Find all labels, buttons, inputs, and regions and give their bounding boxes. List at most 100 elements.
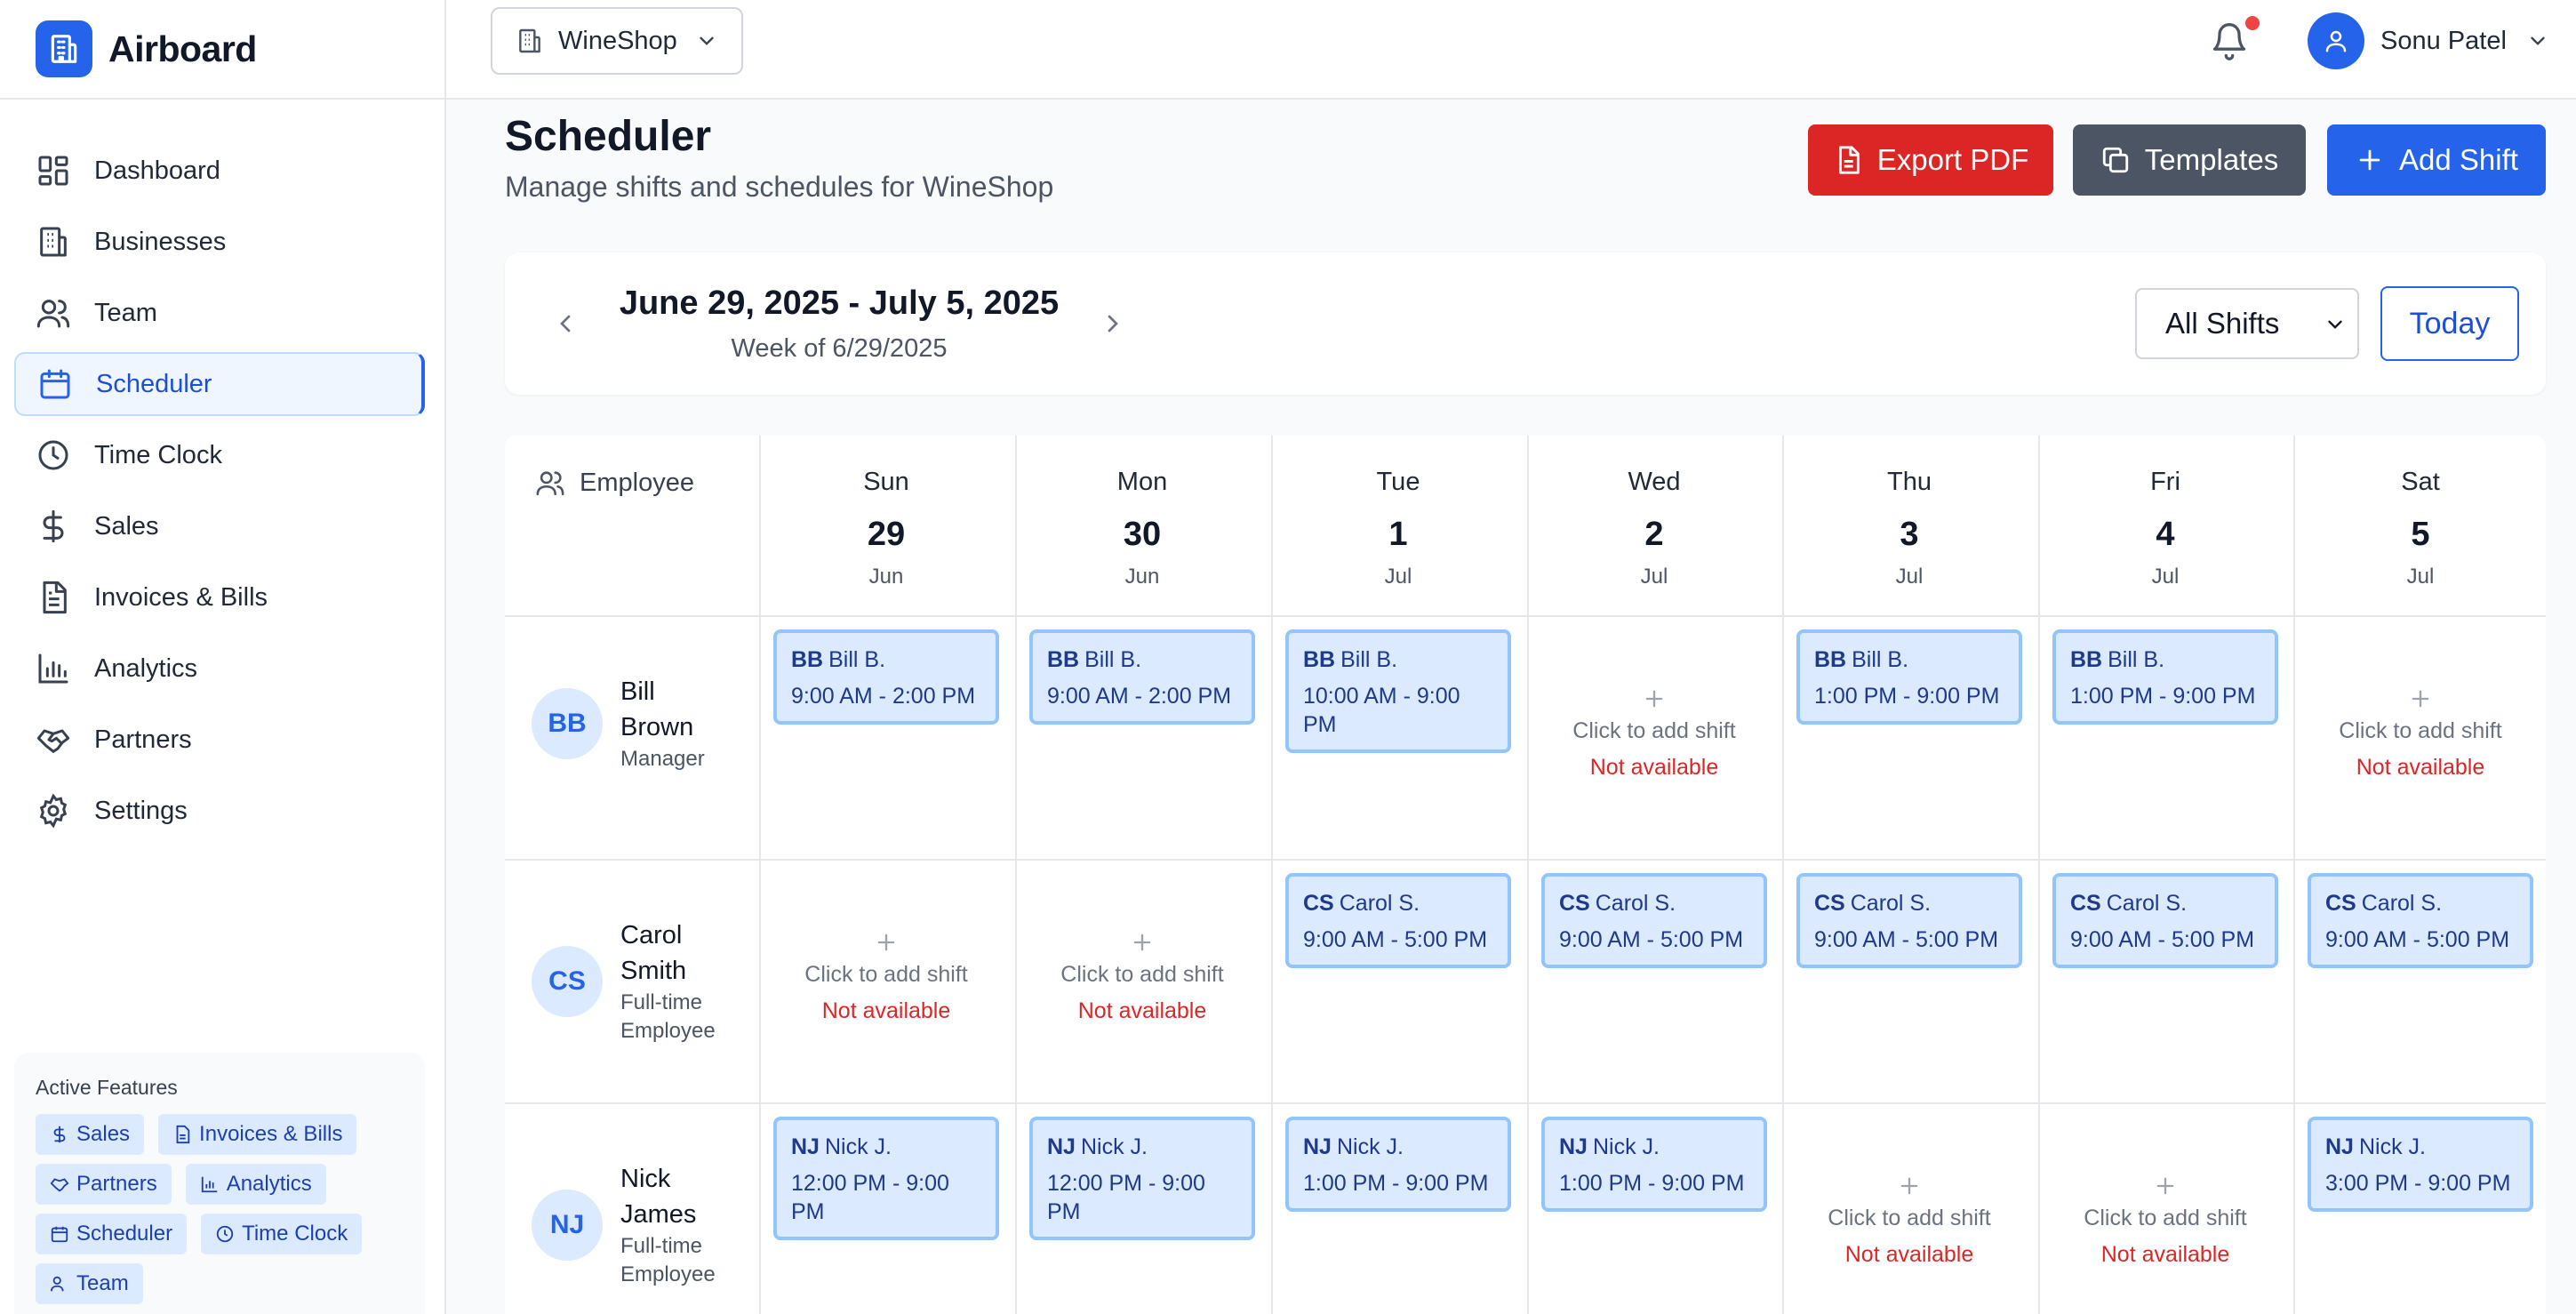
- handshake-icon: [50, 1178, 69, 1192]
- brand[interactable]: Airboard: [0, 0, 444, 100]
- dollar-icon: [53, 1126, 66, 1143]
- not-available-label: Not available: [1077, 998, 1207, 1023]
- templates-button[interactable]: Templates: [2073, 124, 2306, 196]
- sidebar-item-dashboard[interactable]: Dashboard: [14, 139, 425, 203]
- day-header: Wed 2 Jul: [1527, 468, 1781, 589]
- topbar: WineShop Sonu Patel: [446, 0, 2576, 100]
- shift-time: 1:00 PM - 9:00 PM: [1559, 1171, 1745, 1196]
- sidebar-item-label: Scheduler: [96, 369, 212, 398]
- business-selector[interactable]: WineShop: [491, 7, 743, 75]
- shift-initials: BB: [1303, 647, 1336, 672]
- today-button[interactable]: Today: [2380, 286, 2519, 361]
- employee-name: Carol Smith: [620, 921, 687, 985]
- not-available-label: Not available: [2100, 1242, 2230, 1267]
- grid-divider: [505, 615, 2546, 617]
- chevron-right-icon[interactable]: [1099, 308, 1127, 340]
- sidebar-item-scheduler[interactable]: Scheduler: [14, 352, 425, 416]
- shift-card[interactable]: CS Carol S. 9:00 AM - 5:00 PM: [1285, 873, 1511, 968]
- sidebar-item-team[interactable]: Team: [14, 281, 425, 345]
- schedule-grid: Employee Sun 29 Jun Mon 30 Jun Tue 1 Jul Wed 2 Jul T…: [505, 436, 2546, 1314]
- shift-card[interactable]: CS Carol S. 9:00 AM - 5:00 PM: [1541, 873, 1767, 968]
- sidebar-item-settings[interactable]: Settings: [14, 779, 425, 843]
- export-pdf-button[interactable]: Export PDF: [1808, 124, 2053, 196]
- plus-icon: [1133, 933, 1151, 951]
- document-icon: [176, 1125, 190, 1144]
- document-icon: [1838, 146, 1860, 174]
- sidebar-item-partners[interactable]: Partners: [14, 708, 425, 772]
- shift-card[interactable]: BB Bill B. 9:00 AM - 2:00 PM: [773, 629, 999, 725]
- sidebar-item-invoices[interactable]: Invoices & Bills: [14, 565, 425, 629]
- feature-tag-invoices: Invoices & Bills: [158, 1114, 357, 1155]
- empty-slot[interactable]: Click to add shift Not available: [1782, 1174, 2036, 1268]
- shift-time: 9:00 AM - 2:00 PM: [1047, 684, 1232, 709]
- sidebar-item-businesses[interactable]: Businesses: [14, 210, 425, 274]
- building-icon: [40, 227, 67, 257]
- day-header: Mon 30 Jun: [1015, 468, 1269, 589]
- bell-icon[interactable]: [2210, 20, 2249, 62]
- shift-time: 1:00 PM - 9:00 PM: [2070, 684, 2256, 709]
- shift-card[interactable]: BB Bill B. 1:00 PM - 9:00 PM: [2052, 629, 2278, 725]
- shift-filter-value: All Shifts: [2165, 307, 2280, 340]
- day-number: 4: [2156, 516, 2175, 553]
- empty-slot[interactable]: Click to add shift Not available: [2293, 686, 2546, 781]
- day-header: Sun 29 Jun: [759, 468, 1013, 589]
- shift-employee: Bill B.: [828, 647, 886, 672]
- shift-card[interactable]: CS Carol S. 9:00 AM - 5:00 PM: [2308, 873, 2533, 968]
- shift-card[interactable]: NJ Nick J. 12:00 PM - 9:00 PM: [1029, 1117, 1255, 1240]
- shift-time: 9:00 AM - 2:00 PM: [791, 684, 976, 709]
- sidebar-item-label: Partners: [94, 725, 192, 754]
- shift-card[interactable]: BB Bill B. 1:00 PM - 9:00 PM: [1796, 629, 2022, 725]
- user-menu[interactable]: Sonu Patel: [2308, 12, 2549, 69]
- day-number: 5: [2411, 516, 2430, 553]
- page-subtitle: Manage shifts and schedules for WineShop: [505, 171, 1054, 203]
- sidebar-item-label: Businesses: [94, 227, 227, 256]
- shift-filter-select[interactable]: All Shifts: [2135, 288, 2359, 359]
- shift-header: NJ Nick J.: [1047, 1134, 1237, 1160]
- shift-card[interactable]: NJ Nick J. 1:00 PM - 9:00 PM: [1285, 1117, 1511, 1212]
- business-selector-value: WineShop: [558, 26, 677, 55]
- add-shift-label: Add Shift: [2399, 143, 2518, 176]
- not-available-label: Not available: [2356, 755, 2485, 780]
- chevron-left-icon[interactable]: [551, 308, 580, 340]
- page-title: Scheduler: [505, 113, 712, 160]
- shift-header: BB Bill B.: [1303, 647, 1493, 673]
- shift-time: 12:00 PM - 9:00 PM: [1047, 1171, 1205, 1224]
- empty-slot[interactable]: Click to add shift Not available: [1015, 930, 1269, 1024]
- shift-header: BB Bill B.: [791, 647, 981, 673]
- sidebar-item-sales[interactable]: Sales: [14, 494, 425, 558]
- active-features-title: Active Features: [36, 1076, 178, 1099]
- sidebar-item-label: Time Clock: [94, 440, 222, 469]
- empty-slot[interactable]: Click to add shift Not available: [1527, 686, 1781, 781]
- shift-card[interactable]: BB Bill B. 10:00 AM - 9:00 PM: [1285, 629, 1511, 753]
- empty-slot[interactable]: Click to add shift Not available: [759, 930, 1013, 1024]
- shift-initials: CS: [1559, 891, 1590, 916]
- not-available-label: Not available: [1589, 755, 1719, 780]
- building-icon: [519, 28, 540, 53]
- day-month: Jul: [1640, 565, 1668, 589]
- empty-slot[interactable]: Click to add shift Not available: [2038, 1174, 2292, 1268]
- chevron-down-icon: [700, 36, 714, 45]
- shift-card[interactable]: BB Bill B. 9:00 AM - 2:00 PM: [1029, 629, 1255, 725]
- employee-column-header: Employee: [535, 468, 694, 498]
- add-shift-button[interactable]: Add Shift: [2327, 124, 2546, 196]
- shift-card[interactable]: NJ Nick J. 12:00 PM - 9:00 PM: [773, 1117, 999, 1240]
- plus-icon: [2156, 1177, 2174, 1195]
- shift-header: CS Carol S.: [1814, 891, 2004, 917]
- shift-card[interactable]: CS Carol S. 9:00 AM - 5:00 PM: [2052, 873, 2278, 968]
- shift-employee: Carol S.: [1850, 891, 1932, 916]
- day-header: Fri 4 Jul: [2038, 468, 2292, 589]
- sidebar-item-analytics[interactable]: Analytics: [14, 637, 425, 701]
- sidebar-item-time-clock[interactable]: Time Clock: [14, 423, 425, 487]
- shift-time: 9:00 AM - 5:00 PM: [1814, 927, 1999, 952]
- shift-card[interactable]: NJ Nick J. 3:00 PM - 9:00 PM: [2308, 1117, 2533, 1212]
- day-name: Mon: [1116, 468, 1168, 496]
- employee-info: BB Bill Brown Manager: [532, 674, 754, 773]
- feature-tags: Sales Invoices & Bills Partners Analytic…: [36, 1114, 404, 1304]
- shift-initials: NJ: [1559, 1134, 1588, 1159]
- add-shift-hint: Click to add shift: [1060, 962, 1224, 987]
- sidebar-item-label: Analytics: [94, 653, 198, 683]
- shift-employee: Carol S.: [1595, 891, 1676, 916]
- shift-card[interactable]: CS Carol S. 9:00 AM - 5:00 PM: [1796, 873, 2022, 968]
- shift-card[interactable]: NJ Nick J. 1:00 PM - 9:00 PM: [1541, 1117, 1767, 1212]
- feature-tag-partners: Partners: [36, 1164, 172, 1205]
